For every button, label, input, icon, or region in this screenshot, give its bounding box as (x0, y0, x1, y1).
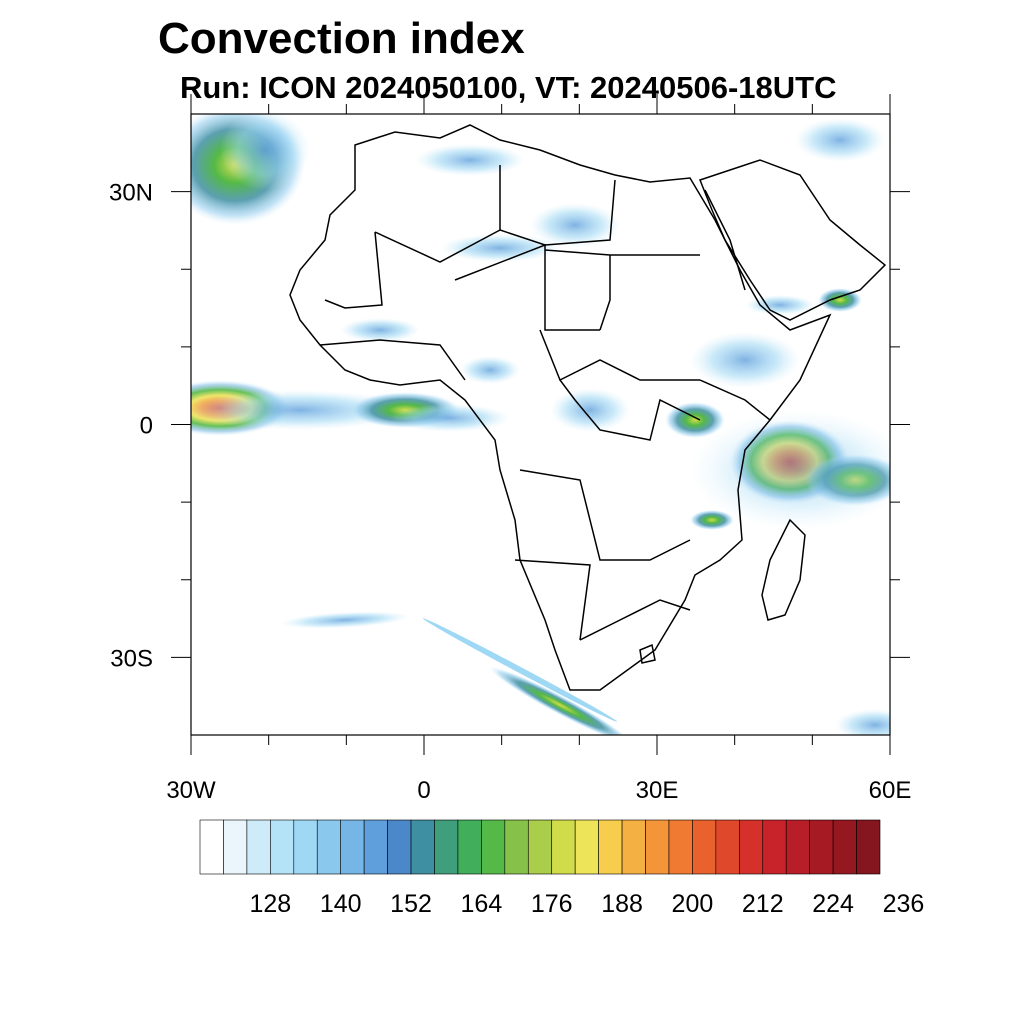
cell-south-atlantic-streak (422, 618, 618, 722)
cell-north-atlantic-edge (220, 114, 310, 190)
colorbar-swatch (527, 819, 553, 875)
x-tick-label: 30W (166, 777, 216, 804)
colorbar-swatch (316, 819, 341, 875)
cell-indian-ocean-halo (690, 410, 890, 530)
cell-middle-east (795, 118, 885, 162)
colorbar-swatch (340, 819, 365, 875)
colorbar-swatch (457, 819, 482, 875)
colorbar-label: 176 (531, 890, 573, 918)
colorbar-label: 128 (249, 890, 291, 918)
colorbar-swatch (715, 819, 740, 875)
cell-southeast-corner (835, 709, 890, 735)
cell-tanzania (690, 510, 734, 530)
border-west-africa (319, 339, 466, 381)
cell-sahara-2 (530, 203, 620, 247)
colorbar-label: 152 (390, 890, 432, 918)
colorbar-swatch (574, 819, 599, 875)
colorbar-label: 164 (461, 890, 503, 918)
x-tick-label: 0 (417, 777, 430, 804)
colorbar-swatch (270, 819, 295, 875)
cell-lake-victoria (665, 402, 725, 438)
cell-gulf-streak-east (390, 404, 510, 432)
border-sudan-south (599, 255, 611, 331)
colorbar-swatch (199, 819, 224, 875)
coastlines (289, 124, 887, 691)
colorbar-swatch (410, 819, 435, 875)
x-tick-label: 30E (636, 777, 679, 804)
colorbar-swatch (856, 819, 881, 875)
border-sudan-north (544, 249, 700, 256)
colorbar-label: 188 (601, 890, 643, 918)
colorbar-swatch (785, 819, 810, 875)
border-central (539, 329, 700, 382)
cell-sahara-1 (415, 144, 525, 176)
border-algeria (374, 229, 501, 263)
colorbar-swatch (645, 819, 670, 875)
cell-nigeria (460, 356, 520, 384)
colorbar: 128 140 152 164 176 188 200 212 224 236 (199, 819, 925, 918)
colorbar-swatch (293, 819, 318, 875)
border-mali (324, 231, 383, 309)
colorbar-swatch (598, 819, 623, 875)
colorbar-swatch (363, 819, 388, 875)
lesotho (639, 643, 656, 664)
cell-arabia-coast (818, 288, 862, 312)
colorbar-swatch (832, 819, 857, 875)
border-angola (519, 469, 691, 561)
border-namibia (514, 559, 591, 641)
colorbar-swatch (434, 819, 459, 875)
colorbar-label: 140 (320, 890, 362, 918)
border-east (699, 379, 771, 421)
cell-ethiopia (690, 332, 800, 388)
cell-congo (550, 388, 630, 432)
y-tick-label: 30S (110, 645, 153, 672)
colorbar-label: 236 (883, 890, 925, 918)
colorbar-swatch (551, 819, 576, 875)
colorbar-label: 200 (672, 890, 714, 918)
colorbar-swatch (809, 819, 834, 875)
border-drc (559, 379, 701, 441)
y-tick-label: 30N (109, 180, 153, 207)
colorbar-swatch (739, 819, 764, 875)
cell-south-atlantic-upper (280, 611, 410, 629)
colorbar-swatch (692, 819, 717, 875)
colorbar-swatch (481, 819, 506, 875)
colorbar-swatch (621, 819, 646, 875)
axis-ticks: 30W 0 30E 60E 30N 0 30S (109, 94, 911, 804)
colorbar-swatch (504, 819, 529, 875)
red-sea-border (704, 189, 746, 291)
cell-sahara-3 (440, 234, 560, 262)
chart-title: Convection index (158, 14, 525, 63)
cell-sahel-west (340, 318, 420, 342)
colorbar-label: 212 (742, 890, 784, 918)
colorbar-swatch (223, 819, 248, 875)
cell-atlantic-streak (191, 390, 410, 430)
cell-south-atlantic-band (489, 666, 631, 735)
colorbar-swatch (387, 819, 412, 875)
colorbar-label: 224 (812, 890, 854, 918)
convection-field (191, 114, 890, 735)
madagascar-coastline (761, 518, 806, 621)
y-tick-label: 0 (140, 413, 153, 440)
chart-subtitle: Run: ICON 2024050100, VT: 20240506-18UTC (180, 70, 837, 105)
border-southern (579, 599, 691, 641)
border-niger-chad (454, 243, 600, 331)
africa-coastline (289, 124, 832, 691)
colorbar-swatch (246, 819, 271, 875)
x-tick-label: 60E (869, 777, 912, 804)
colorbar-swatch (762, 819, 787, 875)
colorbar-swatch (668, 819, 693, 875)
